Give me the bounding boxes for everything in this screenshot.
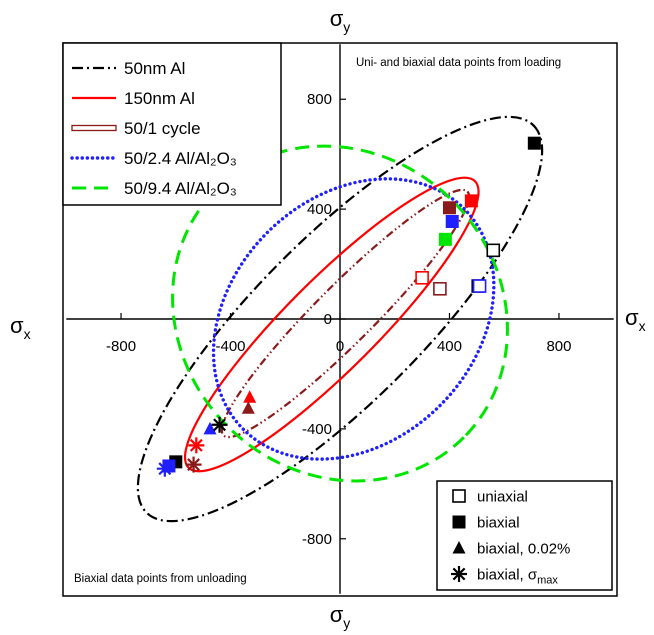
asterisk-stroke	[187, 458, 201, 472]
marker-legend-symbol	[452, 489, 466, 503]
series-curves	[136, 115, 544, 523]
data-point-biaxial	[527, 136, 541, 150]
data-point-biaxial	[445, 214, 459, 228]
data-point-biaxial-max	[185, 456, 202, 473]
data-point-biaxial-0.02	[243, 390, 257, 403]
axis-label-left: σx	[10, 313, 31, 342]
legend-swatch	[71, 124, 117, 132]
data-point-biaxial-0.02	[203, 421, 217, 435]
axis-label-top: σy	[330, 6, 351, 35]
data-points	[156, 136, 541, 477]
legend-label: 50nm Al	[124, 59, 185, 78]
axes	[66, 44, 614, 594]
series-legend-box	[62, 42, 282, 206]
x-tick-label: 0	[336, 338, 344, 355]
axis-label-right: σx	[625, 305, 646, 334]
legend-label: 50/9.4 Al/Al₂O₃	[124, 179, 237, 198]
data-point-biaxial-max	[211, 416, 228, 433]
marker-legend-label: biaxial	[477, 515, 520, 532]
marker-legend-label: uniaxial	[477, 489, 528, 506]
marker-legend: uniaxial biaxial biaxial, 0.02% biaxial, σm…	[436, 480, 613, 591]
data-point-biaxial-0.02	[241, 401, 255, 414]
y-tick-label: 0	[324, 311, 332, 328]
data-point-biaxial-max	[156, 460, 173, 477]
asterisk-stroke	[189, 438, 203, 452]
plot-frame	[62, 42, 618, 597]
data-point-biaxial	[464, 194, 478, 208]
y-tick-label: -800	[302, 531, 332, 548]
data-point-uniaxial	[415, 270, 429, 285]
x-tick-label: -400	[216, 338, 246, 355]
data-point-uniaxial	[486, 243, 501, 258]
marker-legend-box	[436, 480, 613, 591]
x-tick-label: -800	[106, 338, 136, 355]
series-curve-3	[220, 188, 471, 439]
data-point-biaxial-max	[188, 437, 205, 454]
data-point-uniaxial	[433, 281, 447, 296]
y-tick-label: 400	[307, 201, 332, 218]
asterisk-stroke	[452, 567, 466, 581]
marker-legend-label: biaxial, σmax	[477, 567, 558, 587]
tick-labels: -800 -400 0 400 800 800 400 0 -400 -800	[106, 91, 571, 548]
legend-label: 50/1 cycle	[124, 119, 201, 138]
asterisk-stroke	[213, 418, 227, 432]
y-tick-label: 800	[307, 91, 332, 108]
asterisk-stroke	[158, 462, 172, 476]
y-tick-label: -400	[302, 421, 332, 438]
marker-legend-symbol	[452, 541, 466, 554]
data-point-uniaxial	[472, 279, 487, 293]
legend-label: 150nm Al	[124, 89, 195, 108]
series-legend: 50nm Al 150nm Al 50/1 cycle 50/2.4 Al/Al₂O₃…	[62, 42, 282, 206]
marker-legend-symbol	[451, 566, 467, 582]
data-point-biaxial	[442, 201, 456, 215]
data-point-biaxial	[438, 232, 452, 246]
series-curve-2	[183, 176, 480, 473]
axis-label-bottom: σy	[330, 602, 351, 631]
x-tick-label: 400	[437, 338, 462, 355]
marker-legend-label: biaxial, 0.02%	[477, 541, 570, 558]
series-curve-1	[136, 115, 544, 523]
series-curve-5	[171, 144, 509, 483]
legend-label: 50/2.4 Al/Al₂O₃	[124, 149, 237, 168]
annotation-loading: Uni- and biaxial data points from loadin…	[356, 57, 561, 69]
annotation-unloading: Biaxial data points from unloading	[74, 573, 247, 585]
x-tick-label: 800	[546, 338, 571, 355]
marker-legend-symbol	[452, 515, 466, 529]
series-curve-4	[211, 177, 496, 461]
